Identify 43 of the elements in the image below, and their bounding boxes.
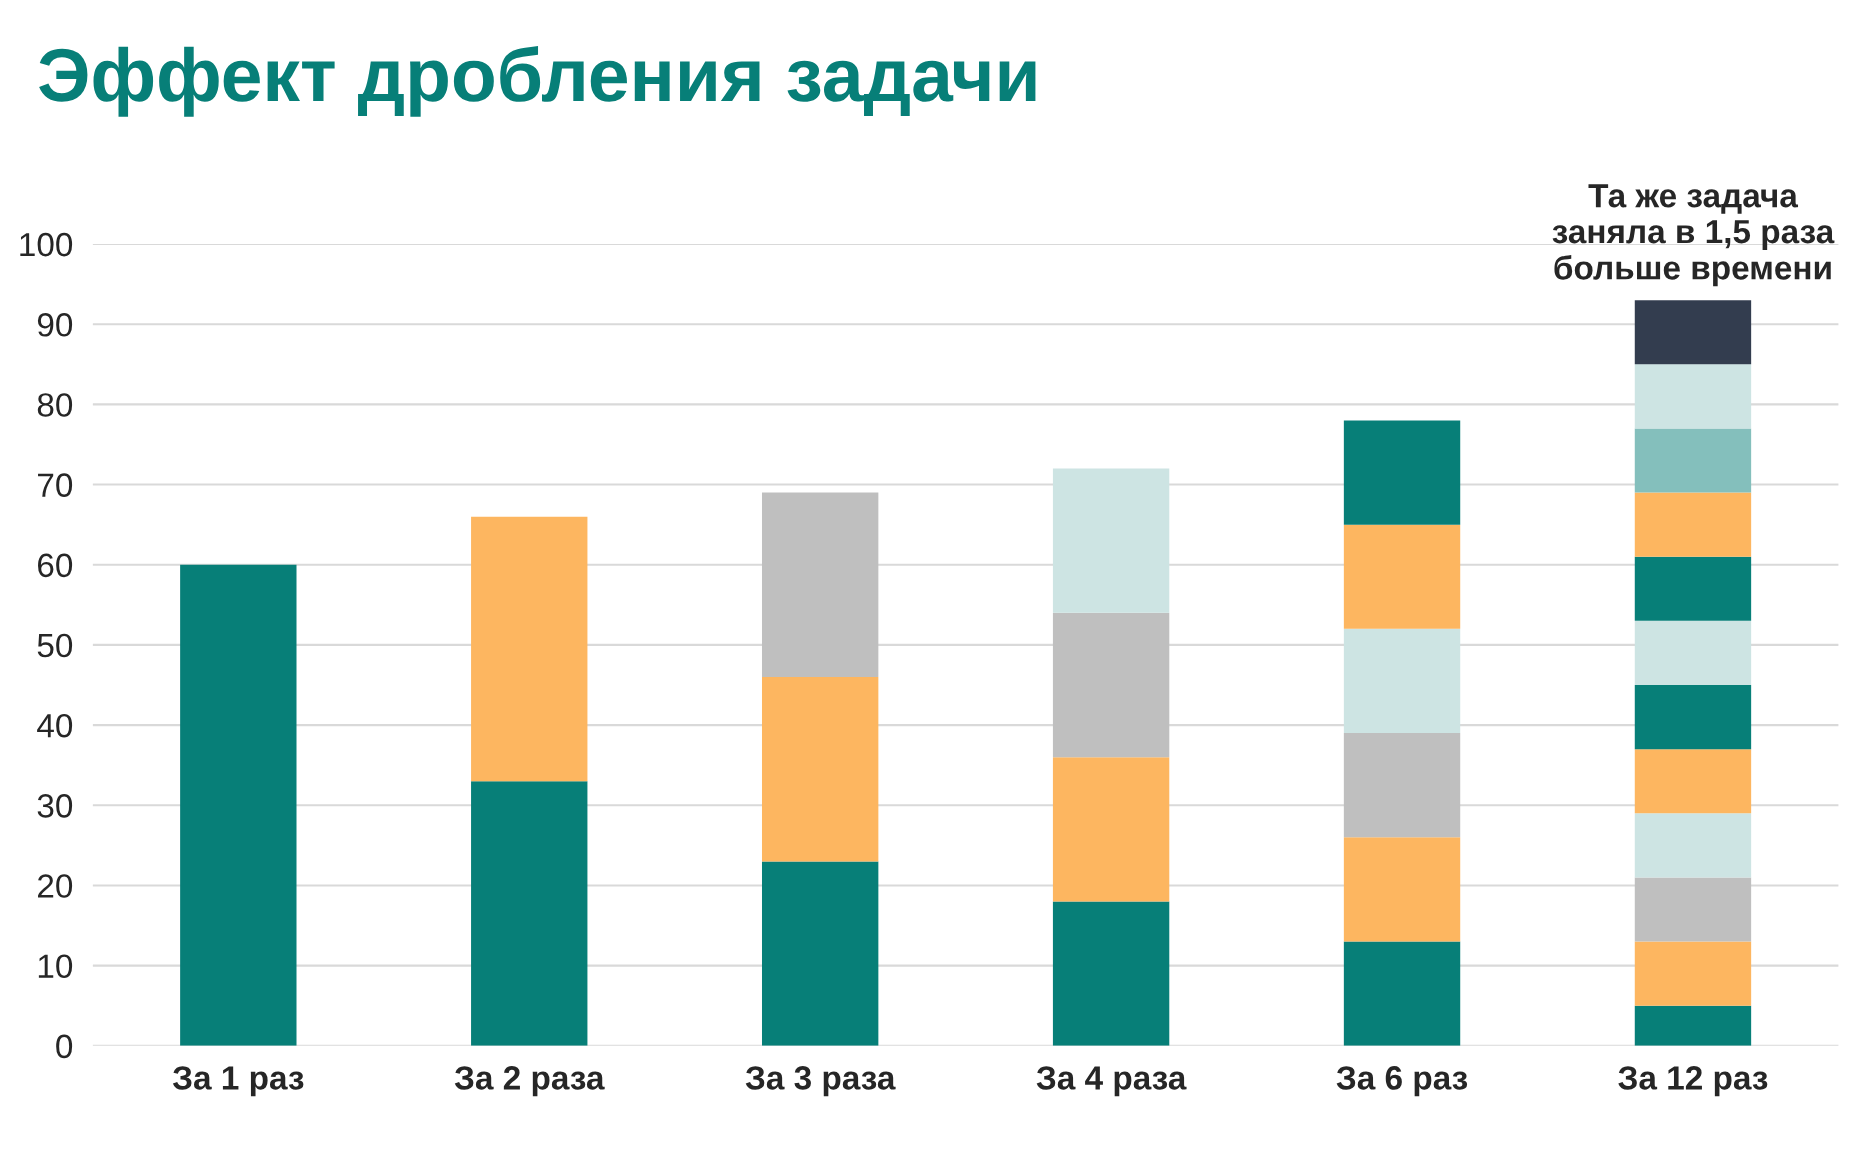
bar xyxy=(1343,420,1461,525)
bar xyxy=(1052,757,1170,902)
bar xyxy=(1634,685,1752,750)
bar xyxy=(1634,556,1752,621)
bar xyxy=(1343,733,1461,838)
bar xyxy=(1634,492,1752,557)
bar xyxy=(1634,813,1752,878)
x-tick-label: За 3 раза xyxy=(745,1066,896,1097)
bar xyxy=(471,516,588,782)
bar xyxy=(180,564,297,1046)
bar xyxy=(471,781,588,1046)
x-tick-label: За 12 раз xyxy=(1618,1066,1768,1097)
bar xyxy=(1634,749,1752,814)
bar xyxy=(1634,941,1752,1006)
chart-title: Эффект дробления задачи xyxy=(39,46,1036,117)
bar xyxy=(1634,300,1752,365)
y-tick-label: 90 xyxy=(37,313,73,337)
bar xyxy=(761,492,879,677)
y-tick-label: 10 xyxy=(38,954,73,979)
y-tick-label: 30 xyxy=(37,794,73,818)
bar xyxy=(1343,524,1461,629)
bar xyxy=(1052,612,1170,758)
bar xyxy=(1634,877,1752,942)
y-tick-label: 20 xyxy=(38,874,73,898)
y-tick-label: 0 xyxy=(56,1034,73,1059)
y-tick-label: 40 xyxy=(37,713,73,738)
bar xyxy=(1634,1005,1752,1046)
bar xyxy=(1343,837,1461,942)
y-tick-label: 60 xyxy=(38,553,73,578)
x-tick-label: За 2 раза xyxy=(454,1066,605,1097)
bar xyxy=(761,676,879,862)
annotation: Та же задача заняла в 1,5 раза больше времени xyxy=(1552,184,1835,287)
x-tick-label: За 6 раз xyxy=(1336,1066,1468,1097)
bar xyxy=(761,861,879,1046)
bar xyxy=(1343,941,1461,1046)
y-tick-label: 70 xyxy=(38,473,73,497)
bar xyxy=(1052,901,1170,1046)
x-tick-label: За 1 раз xyxy=(172,1066,304,1097)
y-tick-label: 50 xyxy=(37,633,73,658)
y-tick-label: 80 xyxy=(37,393,73,417)
y-tick-label: 100 xyxy=(20,232,73,257)
x-tick-label: За 4 раза xyxy=(1036,1066,1187,1097)
bar xyxy=(1634,428,1752,493)
